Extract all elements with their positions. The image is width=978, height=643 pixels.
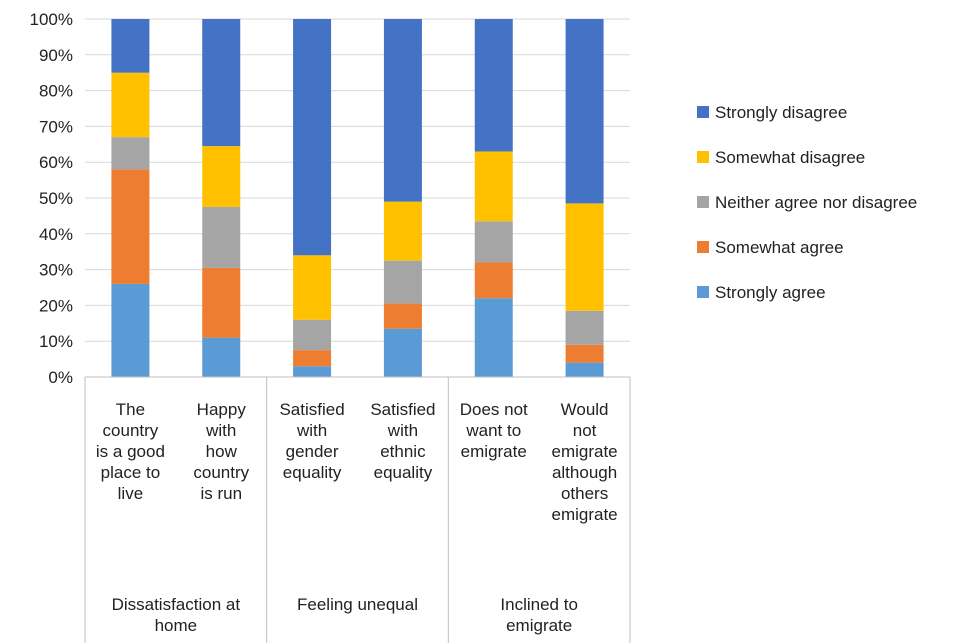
x-category-label: equality <box>283 463 342 482</box>
bar-segment <box>565 362 604 377</box>
bar-segment <box>383 260 422 304</box>
x-category-label: equality <box>374 463 433 482</box>
bar-segment <box>565 203 604 311</box>
x-category-label: others <box>561 484 608 503</box>
x-group-label: Feeling unequal <box>297 595 418 614</box>
x-category-label: emigrate <box>552 442 618 461</box>
bar-segment <box>293 255 332 320</box>
bar-segment <box>111 169 150 284</box>
bar-segment <box>474 262 513 299</box>
x-category-label: emigrate <box>552 505 618 524</box>
x-category-label: ethnic <box>380 442 426 461</box>
y-tick-label: 0% <box>48 368 73 387</box>
bars <box>111 19 604 377</box>
bar-segment <box>111 283 150 377</box>
x-category-label: Satisfied <box>279 400 344 419</box>
bar-segment <box>293 350 332 367</box>
x-category-label: The <box>116 400 145 419</box>
x-category-label: although <box>552 463 617 482</box>
y-tick-label: 70% <box>39 117 73 136</box>
x-group-label: Dissatisfaction at <box>112 595 241 614</box>
legend-swatch <box>697 286 709 298</box>
bar-segment <box>111 72 150 138</box>
bar-segment <box>293 19 332 256</box>
bar-segment <box>383 328 422 377</box>
x-category-label: emigrate <box>461 442 527 461</box>
x-category-label: is run <box>200 484 242 503</box>
bar-segment <box>383 201 422 261</box>
x-category-label: Would <box>561 400 609 419</box>
bar-segment <box>111 137 150 170</box>
bar-segment <box>111 19 150 73</box>
x-category-label: gender <box>286 442 339 461</box>
x-category-label: Happy <box>197 400 247 419</box>
y-tick-label: 50% <box>39 189 73 208</box>
legend: Strongly disagree Somewhat disagree Neithe… <box>697 103 917 302</box>
bar-segment <box>383 19 422 202</box>
legend-label: Strongly disagree <box>715 103 847 122</box>
bar-segment <box>565 310 604 345</box>
legend-label: Somewhat disagree <box>715 148 865 167</box>
legend-label: Strongly agree <box>715 283 826 302</box>
y-tick-label: 80% <box>39 82 73 101</box>
x-category-label: Does not <box>460 400 528 419</box>
bar-segment <box>565 19 604 204</box>
y-tick-label: 10% <box>39 332 73 351</box>
x-category-label: country <box>103 421 159 440</box>
x-category-label: Satisfied <box>370 400 435 419</box>
bar-segment <box>293 319 332 351</box>
bar-segment <box>474 298 513 377</box>
bar-segment <box>474 19 513 152</box>
x-group-label: emigrate <box>506 616 572 635</box>
legend-label: Neither agree nor disagree <box>715 193 917 212</box>
x-category-label: place to <box>101 463 161 482</box>
y-tick-label: 40% <box>39 225 73 244</box>
y-tick-label: 90% <box>39 46 73 65</box>
x-category-label: how <box>206 442 238 461</box>
bar-segment <box>293 366 332 377</box>
gridlines <box>85 18 630 378</box>
bar-segment <box>202 267 241 338</box>
x-category-label: with <box>296 421 327 440</box>
x-category-label: want to <box>465 421 521 440</box>
x-category-label: with <box>387 421 418 440</box>
y-tick-label: 100% <box>30 10 73 29</box>
bar-segment <box>565 344 604 363</box>
x-category-label: not <box>573 421 597 440</box>
bar-segment <box>202 206 241 268</box>
x-category-label: country <box>193 463 249 482</box>
x-category-label: is a good <box>96 442 165 461</box>
bar-segment <box>383 303 422 329</box>
y-axis-ticks: 0% 10% 20% 30% 40% 50% 60% 70% 80% 90% 100% <box>30 10 73 387</box>
legend-swatch <box>697 106 709 118</box>
legend-swatch <box>697 196 709 208</box>
x-group-label: Inclined to <box>500 595 578 614</box>
legend-swatch <box>697 241 709 253</box>
legend-label: Somewhat agree <box>715 238 844 257</box>
legend-swatch <box>697 151 709 163</box>
bar-segment <box>202 146 241 207</box>
y-tick-label: 20% <box>39 296 73 315</box>
x-category-label: with <box>205 421 236 440</box>
bar-segment <box>474 221 513 263</box>
bar-segment <box>202 337 241 377</box>
x-category-label: live <box>118 484 144 503</box>
x-group-label: home <box>155 616 198 635</box>
y-tick-label: 60% <box>39 153 73 172</box>
bar-segment <box>474 151 513 222</box>
bar-segment <box>202 19 241 147</box>
y-tick-label: 30% <box>39 261 73 280</box>
x-axis: The country is a good place to live Happy with… <box>84 376 631 643</box>
